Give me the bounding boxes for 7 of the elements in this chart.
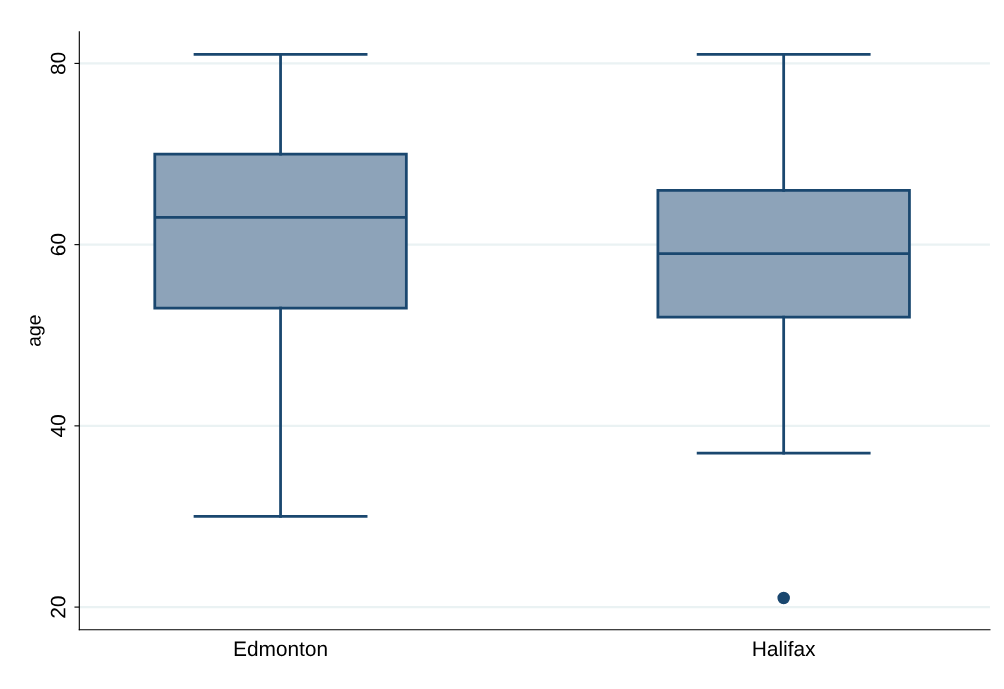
x-tick-label: Halifax [753,640,816,657]
x-tick-label: Edmonton [234,640,327,657]
y-tick-label: 60 [50,233,66,256]
y-tick-label: 80 [50,52,66,75]
y-tick-label: 20 [50,596,66,618]
y-tick-label: 40 [50,415,66,437]
y-axis-title: age [30,315,45,347]
